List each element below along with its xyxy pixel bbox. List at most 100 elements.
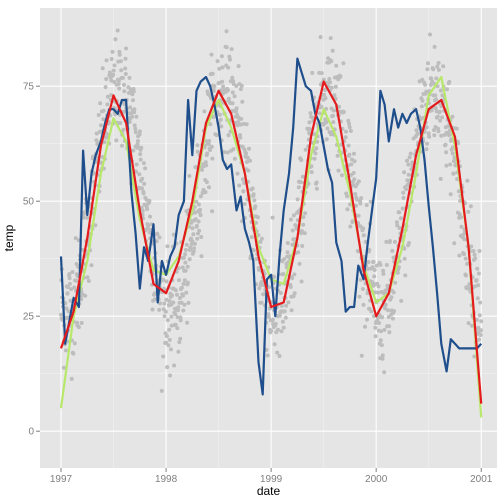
data-point [176, 305, 181, 310]
data-point [241, 121, 246, 126]
data-point [282, 257, 287, 262]
data-point [349, 162, 354, 167]
data-point [297, 261, 302, 266]
data-point [438, 176, 443, 181]
data-point [203, 160, 208, 165]
data-point [234, 109, 238, 114]
data-point [392, 239, 397, 244]
data-point [239, 116, 244, 121]
data-point [130, 114, 135, 119]
data-point [310, 70, 315, 75]
data-point [470, 323, 474, 328]
data-point [122, 82, 126, 87]
data-point [476, 271, 481, 276]
data-point [432, 133, 437, 138]
data-point [197, 228, 202, 233]
data-point [479, 319, 484, 324]
data-point [475, 266, 480, 271]
y-tick-label: 0 [28, 427, 34, 438]
data-point [406, 172, 411, 177]
data-point [230, 75, 235, 80]
data-point [391, 290, 396, 295]
data-point [128, 105, 133, 110]
data-point [163, 331, 168, 336]
data-point [244, 160, 249, 164]
data-point [310, 115, 315, 120]
data-point [94, 131, 99, 136]
data-point [335, 153, 340, 158]
data-point [183, 252, 188, 257]
data-point [368, 199, 373, 204]
data-point [135, 142, 140, 147]
data-point [358, 277, 363, 282]
data-point [101, 117, 106, 122]
data-point [448, 192, 453, 197]
data-point [101, 108, 106, 113]
data-point [477, 337, 482, 342]
data-point [389, 295, 394, 300]
data-point [403, 273, 408, 278]
data-point [466, 209, 471, 214]
data-point [173, 288, 178, 293]
data-point [199, 235, 204, 239]
data-point [224, 45, 229, 50]
data-point [232, 156, 237, 161]
data-point [273, 321, 278, 326]
data-point [356, 213, 361, 218]
data-point [334, 63, 339, 68]
data-point [65, 285, 70, 290]
data-point [97, 129, 102, 134]
data-point [134, 114, 139, 119]
axis-ticks: 1997 1998 1999 2000 2001 0 25 50 75 [23, 82, 493, 485]
data-point [173, 322, 178, 327]
data-point [279, 303, 284, 308]
data-point [295, 197, 300, 202]
data-point [221, 84, 226, 89]
data-point [98, 101, 103, 106]
data-point [380, 353, 385, 358]
data-point [207, 185, 211, 190]
data-point [347, 152, 352, 157]
data-point [76, 325, 81, 330]
data-point [405, 158, 409, 163]
data-point [164, 297, 169, 302]
data-point [444, 150, 449, 155]
data-point [331, 108, 336, 113]
data-point [193, 210, 198, 215]
data-point [473, 256, 478, 261]
data-point [361, 226, 366, 231]
data-point [169, 347, 173, 352]
data-point [231, 147, 236, 152]
data-point [100, 66, 105, 71]
data-point [244, 122, 249, 127]
data-point [345, 194, 350, 199]
data-point [372, 274, 377, 279]
data-point [232, 94, 237, 99]
data-point [196, 202, 201, 207]
data-point [114, 138, 119, 143]
data-point [449, 137, 454, 142]
data-point [147, 198, 152, 203]
data-point [127, 75, 132, 80]
data-point [73, 236, 78, 241]
data-point [441, 64, 446, 69]
data-point [191, 232, 196, 237]
data-point [392, 309, 396, 314]
data-point [200, 167, 204, 172]
data-point [302, 231, 307, 236]
data-point [131, 148, 136, 153]
data-point [208, 122, 213, 127]
data-point [157, 307, 162, 312]
data-point [386, 308, 390, 313]
data-point [119, 68, 124, 73]
data-point [285, 241, 290, 245]
data-point [404, 187, 409, 192]
data-point [86, 279, 91, 283]
data-point [112, 63, 117, 68]
data-point [329, 85, 334, 90]
data-point [67, 272, 72, 276]
data-point [65, 315, 70, 320]
data-point [290, 276, 295, 281]
data-point [351, 171, 356, 175]
data-point [68, 298, 73, 303]
